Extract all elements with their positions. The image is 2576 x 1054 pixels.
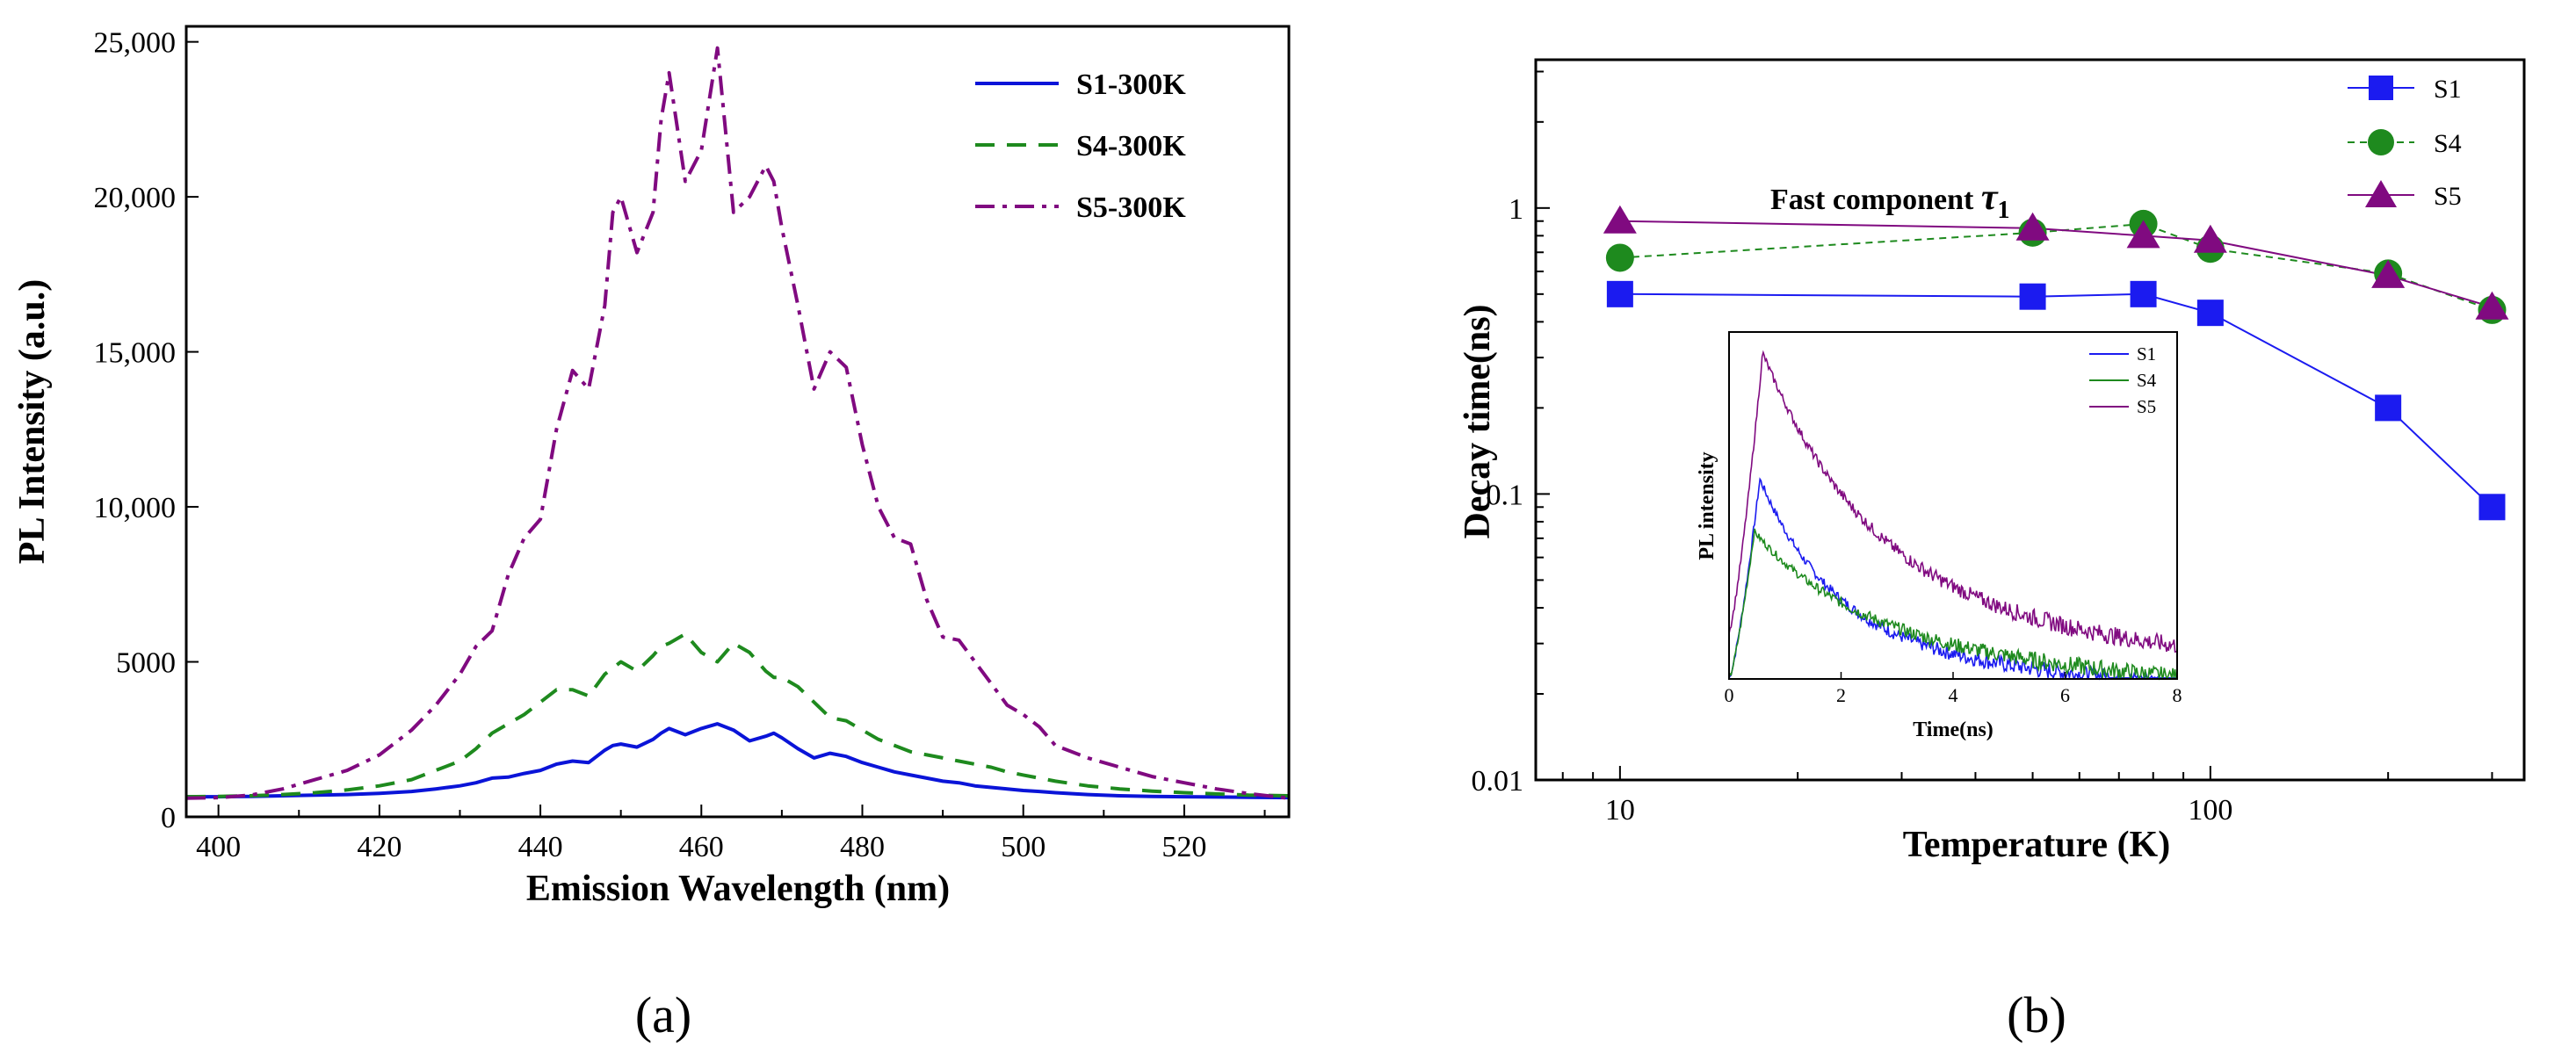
- b-inset-chart: 0 2 4 6 8 Time(ns) PL intensity S1 S4 S5: [1696, 331, 2182, 741]
- b-point-S1: [1606, 280, 1633, 307]
- b-series-line-S4: [1619, 222, 2493, 311]
- a-legend-label-s4: S4-300K: [1076, 130, 1186, 162]
- b-x-tick-label: 100: [2188, 794, 2232, 827]
- b-point-S1: [2130, 280, 2157, 307]
- b-point-S4: [1605, 243, 1634, 272]
- b-legend: S1 S4 S5: [2348, 75, 2462, 211]
- a-x-tick-label: 440: [518, 831, 563, 863]
- b-inset-legend-label-s1: S1: [2137, 343, 2156, 365]
- b-point-S1: [2478, 494, 2506, 521]
- b-inset-legend-label-s5: S5: [2137, 396, 2156, 417]
- b-y-tick-label: 0.01: [1472, 765, 1524, 798]
- panel-label-a: (a): [635, 986, 691, 1043]
- b-inset-x-tick-label: 4: [1949, 684, 1958, 706]
- panel-label-b: (b): [2007, 986, 2066, 1043]
- a-plot-frame: [185, 25, 1291, 819]
- b-legend-marker-s4: [2368, 129, 2394, 155]
- b-point-S5: [2126, 220, 2160, 249]
- b-inset-legend: S1 S4 S5: [2089, 343, 2157, 417]
- a-y-tick-label: 25,000: [94, 27, 177, 60]
- b-y-axis-label: Decay time(ns): [1458, 304, 1498, 538]
- a-tick-labels: 400 420 440 460 480 500 520 0 5000 10,000 15,000 20…: [94, 27, 1207, 863]
- b-inset-line-S4: [1728, 528, 2177, 681]
- b-point-S1: [2019, 283, 2046, 310]
- a-x-tick-label: 420: [357, 831, 402, 863]
- a-y-tick-label: 0: [161, 802, 176, 834]
- b-inset-legend-label-s4: S4: [2137, 370, 2157, 391]
- a-y-tick-label: 10,000: [94, 492, 177, 524]
- b-annotation-tau: τ: [1981, 177, 1999, 218]
- b-legend-label-s5: S5: [2434, 182, 2462, 211]
- b-inset-background: [1729, 332, 2177, 679]
- a-y-tick-label: 15,000: [94, 337, 177, 370]
- a-x-tick-label: 480: [840, 831, 885, 863]
- a-x-tick-label: 520: [1161, 831, 1206, 863]
- b-inset-series-group: [1728, 350, 2178, 681]
- b-inset-x-tick-label: 0: [1725, 684, 1734, 706]
- b-inset-line-S5: [1728, 350, 2178, 653]
- b-inset-y-label: PL intensity: [1696, 451, 1719, 559]
- a-x-tick-label: 460: [679, 831, 724, 863]
- a-series-group: [185, 46, 1290, 800]
- b-inset-x-tick-label: 8: [2173, 684, 2182, 706]
- b-series-line-S1: [1619, 292, 2493, 509]
- a-y-tick-label: 5000: [116, 647, 176, 680]
- b-point-S5: [1603, 205, 1637, 234]
- b-series-group: [1603, 205, 2509, 521]
- a-series-line-S1-300K: [186, 722, 1290, 800]
- b-legend-label-s1: S1: [2434, 75, 2462, 104]
- b-x-axis-label: Temperature (K): [1903, 825, 2170, 865]
- b-annotation-text: Fast component: [1770, 184, 1981, 216]
- b-legend-label-s4: S4: [2434, 129, 2462, 158]
- a-x-axis-label: Emission Wavelength (nm): [526, 869, 950, 909]
- a-x-tick-label: 400: [196, 831, 241, 863]
- a-y-axis-label: PL Intensity (a.u.): [12, 279, 53, 564]
- b-point-S5: [2193, 224, 2227, 253]
- a-y-tick-label: 20,000: [94, 182, 177, 214]
- b-series-line-S5: [1619, 220, 2493, 308]
- a-legend-label-s5: S5-300K: [1076, 191, 1186, 224]
- chart-a: 400 420 440 460 480 500 520 0 5000 10,000 15,000 20…: [12, 25, 1291, 1043]
- b-point-S1: [2375, 394, 2402, 422]
- b-annotation-subscript: 1: [1998, 197, 2010, 224]
- b-inset-x-tick-label: 6: [2060, 684, 2070, 706]
- a-x-tick-label: 500: [1001, 831, 1046, 863]
- b-legend-marker-s5: [2365, 180, 2397, 207]
- b-point-S1: [2196, 300, 2224, 327]
- b-inset-ticks: 0 2 4 6 8: [1725, 672, 2182, 706]
- b-plot-frame: [1534, 58, 2526, 782]
- a-legend-label-s1: S1-300K: [1076, 69, 1186, 101]
- b-legend-marker-s1: [2369, 76, 2393, 100]
- a-series-line-S5-300K: [185, 46, 1290, 800]
- b-point-S5: [2371, 259, 2406, 288]
- b-x-tick-label: 10: [1605, 794, 1635, 827]
- b-inset-x-label: Time(ns): [1913, 718, 1994, 741]
- b-inset-x-tick-label: 2: [1836, 684, 1846, 706]
- b-y-tick-label: 1: [1509, 193, 1523, 226]
- b-annotation: Fast component τ1: [1770, 177, 2010, 224]
- b-point-S5: [2475, 291, 2509, 320]
- b-point-S5: [2015, 212, 2050, 241]
- a-legend: S1-300K S4-300K S5-300K: [975, 69, 1186, 224]
- a-series-line-S4-300K: [185, 632, 1290, 799]
- b-y-tick-label: 0.1: [1487, 479, 1524, 511]
